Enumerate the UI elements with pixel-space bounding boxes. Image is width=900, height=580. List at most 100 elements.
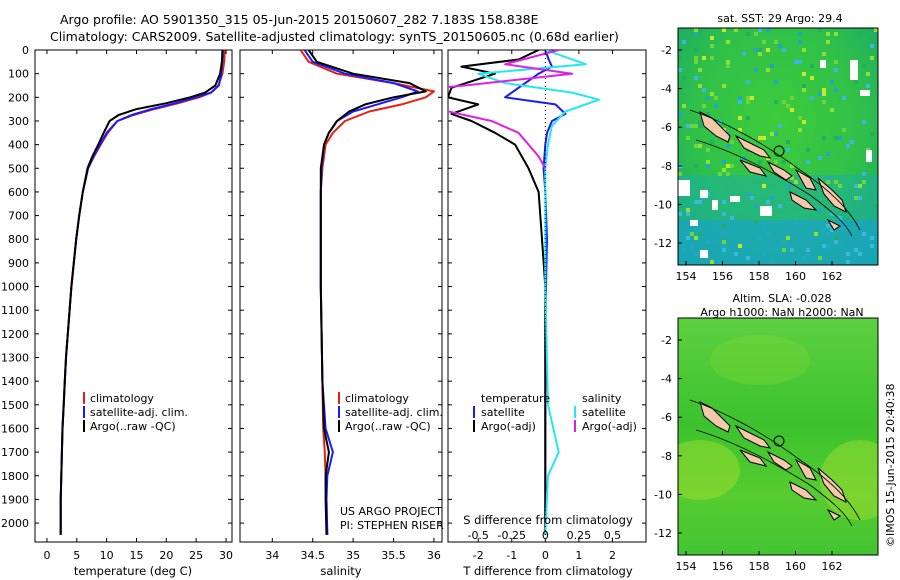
sst-missing-patch <box>730 196 740 202</box>
sst-pixel <box>834 136 838 140</box>
sst-pixel <box>806 248 810 252</box>
map-y-tick-label: -4 <box>661 373 672 386</box>
sst-pixel <box>822 244 826 248</box>
sst-pixel <box>738 244 742 248</box>
sst-pixel <box>870 44 874 48</box>
sla-high-blob <box>710 335 810 385</box>
legend-label-argo: Argo(..raw -QC) <box>90 420 176 433</box>
sst-pixel <box>794 60 798 64</box>
sst-pixel <box>746 100 750 104</box>
sst-pixel <box>746 80 750 84</box>
depth-tick-label: 800 <box>8 233 29 246</box>
x-tick-label: 0 <box>43 549 50 562</box>
sst-pixel <box>710 140 714 144</box>
sst-pixel <box>726 40 730 44</box>
sst-pixel <box>762 136 766 140</box>
sst-pixel <box>790 96 794 100</box>
sst-pixel <box>766 68 770 72</box>
map1-ticks: 154 156 158 160 162 -2 -4 -6 -8 -10 -12 <box>654 44 842 283</box>
depth-tick-label: 2000 <box>1 517 29 530</box>
sst-pixel <box>750 196 754 200</box>
sst-pixel <box>738 116 742 120</box>
sst-missing-patch <box>678 180 690 196</box>
x-tick-label: 35.5 <box>381 549 406 562</box>
map-x-tick-label: 158 <box>749 270 770 283</box>
island <box>734 424 772 449</box>
sst-pixel <box>834 32 838 36</box>
sst-pixel <box>826 32 830 36</box>
sst-pixel <box>850 140 854 144</box>
sst-pixel <box>742 156 746 160</box>
sst-pixel <box>798 32 802 36</box>
difference-legend: temperature satellite Argo(-adj) salinit… <box>473 392 637 433</box>
x-tick-label: 34 <box>265 549 279 562</box>
map-x-tick-label: 160 <box>785 560 806 573</box>
sst-pixel <box>722 224 726 228</box>
depth-tick-label: 100 <box>8 68 29 81</box>
sst-pixel <box>774 40 778 44</box>
sst-pixel <box>710 92 714 96</box>
sst-pixel <box>678 56 682 60</box>
x-tick-label: 10 <box>100 549 114 562</box>
sst-pixel <box>698 200 702 204</box>
sst-pixel <box>722 160 726 164</box>
map-x-tick-label: 154 <box>676 270 697 283</box>
project-annotation: US ARGO PROJECT <box>340 505 442 518</box>
sst-pixel <box>722 212 726 216</box>
island <box>739 449 768 467</box>
sst-pixel <box>822 88 826 92</box>
sst-pixel <box>730 164 734 168</box>
sst-pixel <box>722 248 726 252</box>
sst-pixel <box>726 144 730 148</box>
map2-title-line1: Altim. SLA: -0.028 <box>732 292 831 305</box>
legend-label-s-satellite: satellite <box>582 406 626 419</box>
x-tick-label: 36 <box>427 549 441 562</box>
sst-pixel <box>718 172 722 176</box>
island <box>794 168 817 191</box>
sst-pixel <box>802 88 806 92</box>
x-tick-label: 15 <box>129 549 143 562</box>
sst-pixel <box>802 84 806 88</box>
sst-pixel <box>758 48 762 52</box>
sst-pixel <box>754 48 758 52</box>
s-difference-ticks: -0.5 -0.25 0 0.25 0.5 <box>467 529 621 542</box>
sst-pixel <box>794 220 798 224</box>
sst-pixel <box>770 196 774 200</box>
depth-tick-label: 900 <box>8 257 29 270</box>
sst-pixel <box>734 28 738 32</box>
map-x-tick-label: 158 <box>749 560 770 573</box>
sst-pixel <box>730 216 734 220</box>
sst-pixel <box>822 92 826 96</box>
depth-tick-label: 700 <box>8 210 29 223</box>
depth-tick-label: 1100 <box>1 304 29 317</box>
map-y-tick-label: -12 <box>654 237 672 250</box>
sst-pixel <box>682 76 686 80</box>
sst-missing-patch <box>690 220 698 226</box>
sst-pixel <box>846 252 850 256</box>
sst-pixel <box>746 256 750 260</box>
map-y-tick-label: -6 <box>661 411 672 424</box>
legend-temperature-header: temperature <box>481 392 550 405</box>
map-y-tick-label: -2 <box>661 44 672 57</box>
sst-pixel <box>818 256 822 260</box>
sst-pixel <box>786 104 790 108</box>
sst-pixel <box>746 116 750 120</box>
sst-pixel <box>738 96 742 100</box>
sst-pixel <box>858 252 862 256</box>
sst-pixel <box>802 256 806 260</box>
sst-pixel <box>842 224 846 228</box>
sst-pixel <box>750 96 754 100</box>
legend-label-climatology: climatology <box>90 392 154 405</box>
sst-pixel <box>766 28 770 32</box>
depth-tick-label: 200 <box>8 91 29 104</box>
sst-pixel <box>690 232 694 236</box>
series-line-t-satellite <box>504 50 567 535</box>
difference-series <box>448 50 600 542</box>
map-x-tick-label: 160 <box>785 270 806 283</box>
island <box>789 481 818 501</box>
sst-pixel <box>694 164 698 168</box>
sst-pixel <box>858 184 862 188</box>
sst-pixel <box>698 124 702 128</box>
island <box>699 401 731 433</box>
sst-pixel <box>818 92 822 96</box>
